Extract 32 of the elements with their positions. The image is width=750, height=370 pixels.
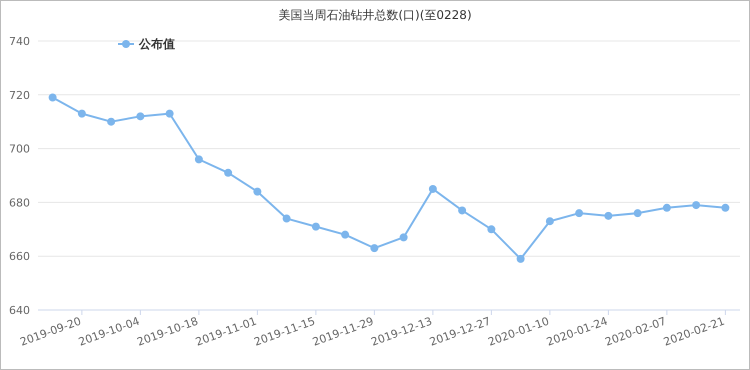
point [428,184,437,193]
point [692,201,700,210]
legend-label: 公布值 [138,37,175,51]
point [312,222,320,231]
point [224,168,232,177]
point [48,93,57,102]
point [370,244,378,252]
point [516,254,525,263]
point [604,212,612,220]
y-tick-label: 680 [9,196,30,210]
y-tick-label: 740 [9,35,30,48]
point [107,118,116,126]
point [721,204,730,212]
point [487,225,496,234]
y-tick-label: 700 [9,142,30,156]
chart-title: 美国当周石油钻井总数(口)(至0228) [278,8,472,22]
y-tick-label: 720 [9,88,30,102]
point [194,155,203,164]
point [166,110,174,118]
point [253,188,262,196]
y-tick-label: 640 [9,304,30,317]
point [575,209,584,218]
point [136,112,144,120]
point [546,217,554,226]
point [78,110,86,118]
point [458,206,466,214]
point [400,233,408,242]
point [282,214,291,223]
y-tick-label: 660 [9,250,30,264]
point [341,230,350,239]
point [662,204,671,212]
point [634,209,642,218]
